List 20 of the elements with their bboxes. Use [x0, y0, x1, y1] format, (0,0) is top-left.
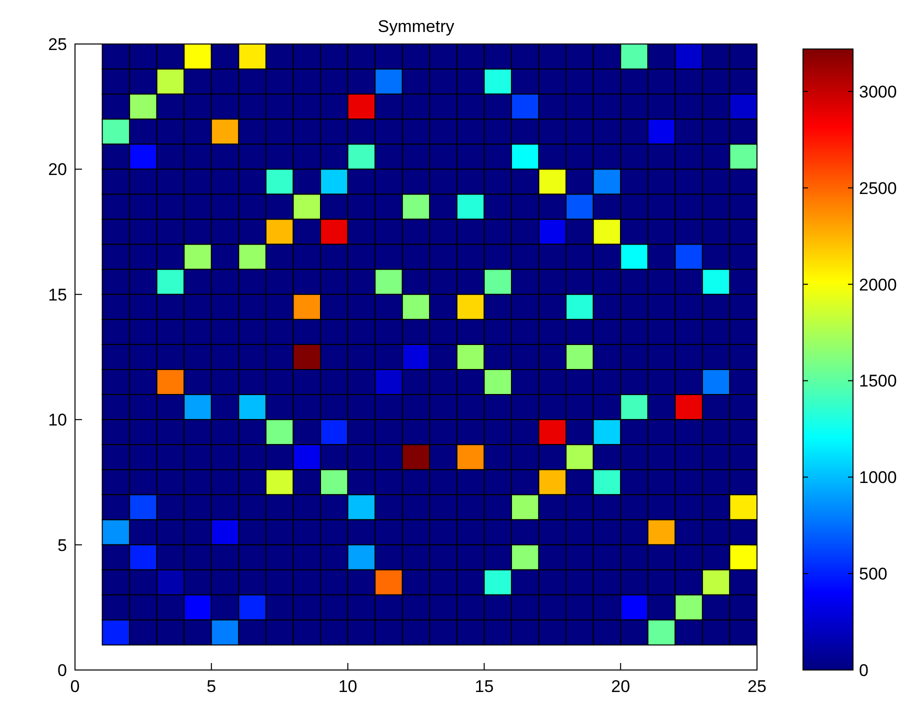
x-tick-label: 20 — [611, 677, 630, 696]
y-tick-label: 0 — [58, 661, 67, 680]
color-bar-label: 500 — [859, 564, 888, 584]
color-bar-label: 1500 — [859, 372, 897, 391]
color-bar-label: 1000 — [859, 468, 897, 488]
x-tick-label: 25 — [748, 677, 766, 696]
color-bar-label: 2000 — [859, 275, 897, 294]
color-bar-label: 3000 — [859, 82, 897, 102]
y-tick-label: 5 — [58, 536, 67, 555]
x-tick-label: 0 — [70, 677, 80, 696]
y-tick-label: 15 — [48, 285, 67, 304]
color-bar-label: 2500 — [859, 178, 897, 198]
y-tick-label: 25 — [48, 35, 67, 54]
x-tick-label: 5 — [206, 677, 216, 696]
x-tick-label: 15 — [474, 677, 494, 696]
y-tick-label: 10 — [48, 410, 67, 430]
x-tick-label: 10 — [338, 677, 358, 696]
chart-title: Symmetry — [378, 17, 455, 36]
color-bar-label: 0 — [859, 661, 868, 680]
y-tick-label: 20 — [48, 160, 67, 180]
